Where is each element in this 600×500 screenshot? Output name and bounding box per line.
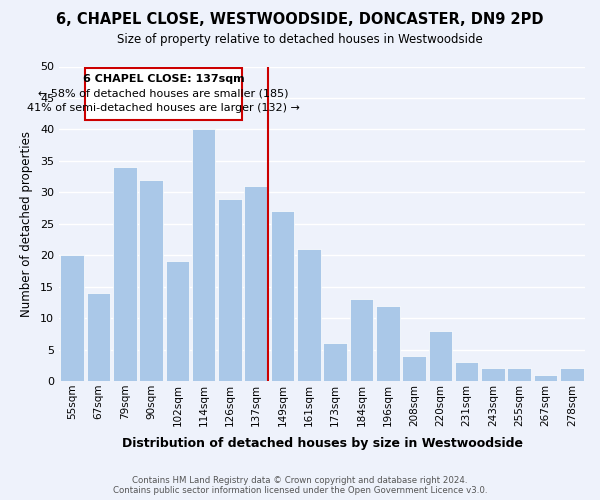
Bar [218,198,242,381]
Bar [86,293,110,381]
Bar [61,255,84,381]
Bar [113,167,137,381]
Text: Size of property relative to detached houses in Westwoodside: Size of property relative to detached ho… [117,32,483,46]
Bar [297,249,320,381]
Bar [481,368,505,381]
X-axis label: Distribution of detached houses by size in Westwoodside: Distribution of detached houses by size … [122,437,523,450]
Bar [402,356,426,381]
Text: 41% of semi-detached houses are larger (132) →: 41% of semi-detached houses are larger (… [27,104,300,114]
Text: 6, CHAPEL CLOSE, WESTWOODSIDE, DONCASTER, DN9 2PD: 6, CHAPEL CLOSE, WESTWOODSIDE, DONCASTER… [56,12,544,28]
Bar [534,374,557,381]
Text: ← 58% of detached houses are smaller (185): ← 58% of detached houses are smaller (18… [38,89,289,99]
Bar [428,330,452,381]
Bar [455,362,478,381]
Bar [271,211,295,381]
Text: Contains HM Land Registry data © Crown copyright and database right 2024.
Contai: Contains HM Land Registry data © Crown c… [113,476,487,495]
Bar [323,343,347,381]
Bar [85,68,242,120]
Bar [350,299,373,381]
Bar [508,368,531,381]
Text: 6 CHAPEL CLOSE: 137sqm: 6 CHAPEL CLOSE: 137sqm [83,74,244,84]
Bar [560,368,584,381]
Bar [376,306,400,381]
Y-axis label: Number of detached properties: Number of detached properties [20,130,33,316]
Bar [139,180,163,381]
Bar [244,186,268,381]
Bar [192,130,215,381]
Bar [166,262,189,381]
